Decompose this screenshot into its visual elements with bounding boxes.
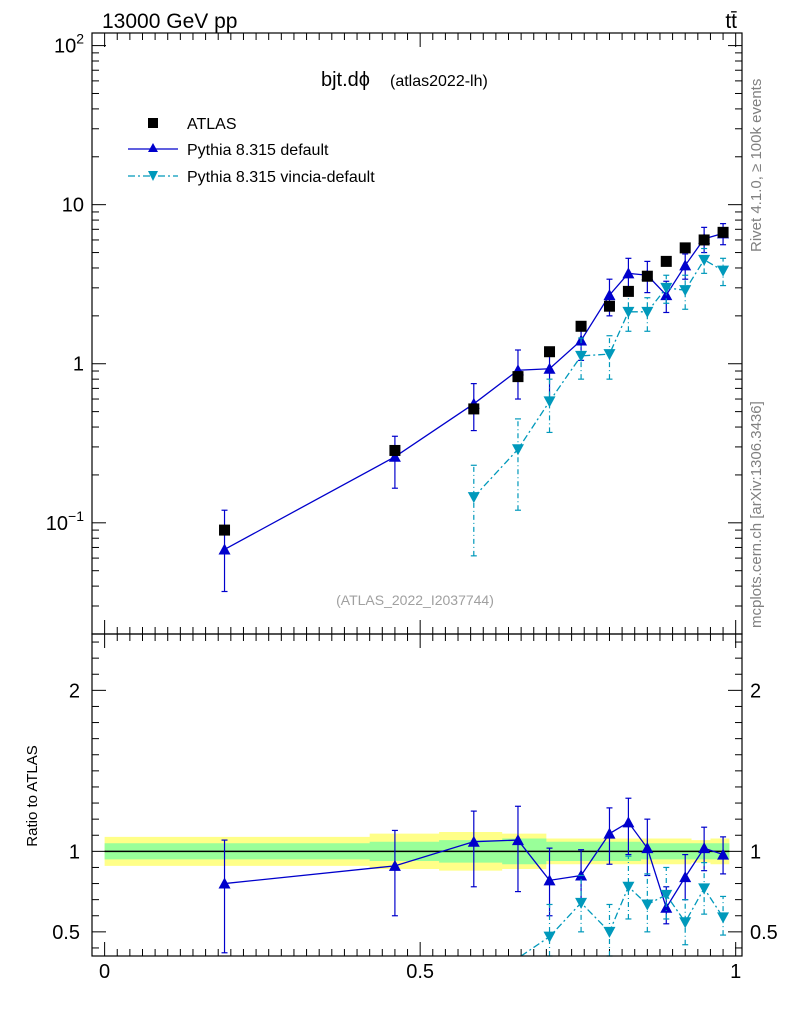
main-ytick-label: 1 xyxy=(73,354,84,376)
ratio-point xyxy=(698,883,711,895)
ratio-axis-ticks: 0.5 0.5 1 1 2 2 0 0.5 1 xyxy=(52,634,778,983)
main-point xyxy=(389,444,401,456)
main-panel: 10−1 1 10 102 bjt.dϕ (atlas2022-lh) (ATLAS_… xyxy=(46,31,743,635)
ratio-series-0 xyxy=(218,797,730,954)
ratio-point xyxy=(622,816,635,828)
main-point xyxy=(219,524,231,536)
ratio-ytick-label-right: 2 xyxy=(750,680,761,702)
ratio-point xyxy=(717,912,730,924)
main-point xyxy=(698,234,710,246)
ratio-ytick-label: 2 xyxy=(69,680,80,702)
ratio-point xyxy=(717,848,730,860)
ratio-xtick-label: 0.5 xyxy=(406,961,434,983)
main-point xyxy=(543,396,556,408)
main-point xyxy=(679,259,692,271)
ratio-series-line xyxy=(520,885,724,957)
ratio-point xyxy=(641,842,654,854)
main-point xyxy=(511,444,524,456)
main-series-0 xyxy=(219,226,729,536)
ratio-point xyxy=(660,889,673,901)
ratio-frame xyxy=(91,633,743,957)
ratio-panel: 0.5 0.5 1 1 2 2 0 0.5 1 Ratio to ATLAS xyxy=(24,633,778,983)
main-point xyxy=(467,492,480,504)
main-point xyxy=(575,350,588,362)
ratio-xtick-label: 1 xyxy=(730,961,741,983)
main-axis-ticks: 10−1 1 10 102 xyxy=(46,31,742,635)
chart-subtitle: (atlas2022-lh) xyxy=(390,73,488,90)
main-point xyxy=(544,346,556,358)
energy-label: 13000 GeV pp xyxy=(102,10,237,33)
main-point xyxy=(660,255,672,267)
main-ytick-label: 10 xyxy=(62,195,84,217)
ratio-point xyxy=(543,931,556,943)
ratio-xtick-label: 0 xyxy=(99,961,110,983)
legend-vincia-label: Pythia 8.315 vincia-default xyxy=(187,169,375,186)
main-point xyxy=(717,265,730,277)
legend-default-marker xyxy=(148,143,158,152)
ratio-band-layer xyxy=(104,832,730,871)
main-point xyxy=(575,320,587,332)
main-point xyxy=(679,285,692,297)
ratio-point xyxy=(511,834,524,846)
main-point xyxy=(218,543,231,555)
ratio-point xyxy=(698,842,711,854)
main-series-layer xyxy=(218,223,730,593)
ratio-point xyxy=(641,899,654,911)
main-point xyxy=(641,270,653,282)
main-point xyxy=(717,226,729,238)
main-point xyxy=(543,362,556,374)
chart-title: bjt.dϕ xyxy=(321,69,370,91)
ratio-point xyxy=(218,877,231,889)
analysis-watermark: (ATLAS_2022_I2037744) xyxy=(336,592,494,608)
main-series-line xyxy=(473,258,724,498)
ratio-series-layer xyxy=(218,797,730,957)
main-series-2 xyxy=(467,247,730,557)
legend: ATLAS Pythia 8.315 default Pythia 8.315 … xyxy=(128,116,375,186)
main-point xyxy=(641,306,654,318)
ratio-point xyxy=(467,835,480,847)
mcplots-label: mcplots.cern.ch [arXiv:1306.3436] xyxy=(748,401,765,628)
ratio-ylabel: Ratio to ATLAS xyxy=(24,745,41,846)
ratio-point xyxy=(575,897,588,909)
ratio-point xyxy=(603,926,616,938)
main-point xyxy=(388,450,401,462)
main-point xyxy=(603,289,616,301)
ratio-point xyxy=(660,901,673,913)
main-point xyxy=(622,306,635,318)
ratio-point xyxy=(679,871,692,883)
ratio-ytick-label-right: 1 xyxy=(750,841,761,863)
ratio-ytick-label-right: 0.5 xyxy=(750,922,778,944)
ratio-series-1 xyxy=(520,855,730,957)
main-point xyxy=(698,254,711,266)
main-ytick-label: 10−1 xyxy=(46,508,84,535)
legend-atlas-label: ATLAS xyxy=(187,116,237,133)
ratio-point xyxy=(679,917,692,929)
main-point xyxy=(603,349,616,361)
main-point xyxy=(468,403,480,415)
rivet-label: Rivet 4.1.0, ≥ 100k events xyxy=(748,79,765,252)
main-point xyxy=(512,371,524,383)
main-point xyxy=(622,267,635,279)
legend-atlas-marker xyxy=(148,118,158,128)
ratio-point xyxy=(543,874,556,886)
main-point xyxy=(660,282,673,294)
main-point xyxy=(603,300,615,312)
main-point xyxy=(679,242,691,254)
ratio-ytick-label: 1 xyxy=(69,841,80,863)
legend-vincia-marker xyxy=(148,171,158,181)
legend-default-label: Pythia 8.315 default xyxy=(187,142,329,159)
process-label: tt̄ xyxy=(725,10,737,33)
ratio-point xyxy=(622,881,635,893)
ratio-point xyxy=(603,827,616,839)
ratio-point xyxy=(388,859,401,871)
main-point xyxy=(622,285,634,297)
main-ytick-label: 102 xyxy=(54,31,84,58)
ratio-ytick-label: 0.5 xyxy=(52,922,80,944)
